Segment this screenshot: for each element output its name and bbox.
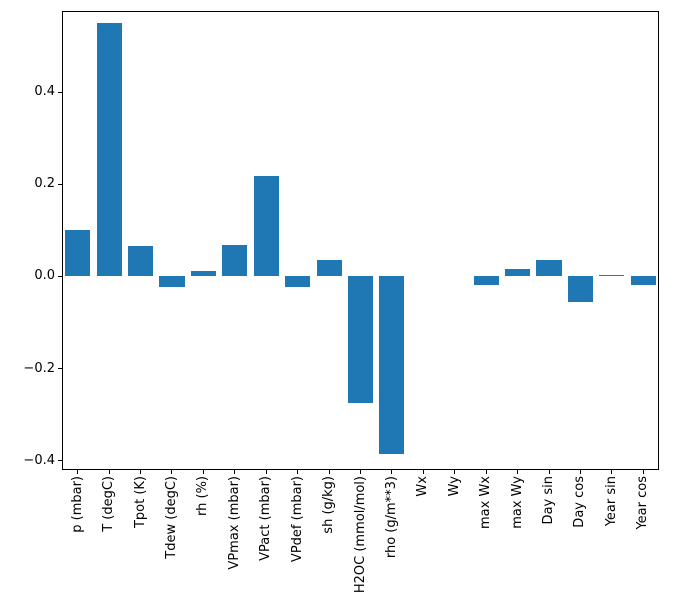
- x-axis-tick-mark: [360, 470, 361, 474]
- x-axis-tick-mark: [297, 470, 299, 474]
- x-axis-tick-mark: [108, 470, 110, 474]
- x-axis-tick-label: rho (g/m**3): [383, 476, 399, 559]
- y-axis-tick-label: −0.4: [23, 452, 55, 468]
- y-axis-tick-mark: [58, 275, 62, 277]
- bar-day-cos: [567, 276, 593, 302]
- y-axis-tick-mark: [58, 91, 62, 93]
- x-axis-tick-label: Wx: [415, 476, 431, 497]
- bar-vpdef-mbar-: [285, 276, 311, 287]
- y-axis-tick-mark: [58, 460, 62, 462]
- x-axis-tick-label: Wy: [446, 476, 462, 497]
- bar-year-sin: [599, 274, 625, 277]
- x-axis-tick-label: VPmax (mbar): [226, 476, 242, 570]
- x-axis-tick-mark: [485, 470, 487, 474]
- bar-vpmax-mbar-: [222, 245, 248, 277]
- bar-vpact-mbar-: [253, 175, 279, 277]
- x-axis-tick-mark: [517, 470, 519, 474]
- x-axis-tick-mark: [611, 470, 613, 474]
- x-axis-tick-mark: [454, 470, 456, 474]
- x-axis-tick-label: H2OC (mmol/mol): [352, 476, 368, 594]
- x-axis-tick-mark: [77, 470, 79, 474]
- x-axis-tick-label: sh (g/kg): [321, 476, 337, 534]
- x-axis-tick-mark: [171, 470, 173, 474]
- bar-year-cos: [630, 276, 656, 285]
- bar-sh-g-kg-: [316, 260, 342, 277]
- x-axis-tick-mark: [234, 470, 236, 474]
- y-axis-tick-mark: [58, 368, 62, 370]
- x-axis-tick-label: Tpot (K): [132, 476, 148, 529]
- bar-rh-: [190, 270, 216, 277]
- bar-max-wx: [473, 276, 499, 285]
- x-axis-tick-label: Year cos: [635, 476, 651, 530]
- y-axis-tick-mark: [58, 183, 62, 185]
- bar-t-degc-: [96, 22, 122, 277]
- x-axis-tick-mark: [140, 470, 142, 474]
- x-axis-tick-label: Year sin: [603, 476, 619, 527]
- bar-tdew-degc-: [159, 276, 185, 287]
- x-axis-tick-mark: [202, 470, 204, 474]
- y-axis-tick-label: 0.4: [34, 84, 55, 100]
- x-axis-tick-mark: [391, 470, 393, 474]
- y-axis-tick-label: 0.0: [34, 268, 55, 284]
- bar-max-wy: [505, 269, 531, 277]
- y-axis-tick-label: 0.2: [34, 176, 55, 192]
- bar-day-sin: [536, 260, 562, 277]
- bar-rho-g-m-3-: [379, 276, 405, 454]
- bar-tpot-k-: [127, 246, 154, 277]
- x-axis-tick-label: T (degC): [101, 476, 117, 532]
- x-axis-tick-label: p (mbar): [69, 476, 85, 533]
- x-axis-tick-mark: [265, 470, 267, 474]
- x-axis-tick-label: rh (%): [195, 476, 211, 516]
- x-axis-tick-mark: [642, 470, 644, 474]
- x-axis-tick-label: Day cos: [572, 476, 588, 528]
- y-axis-tick-label: −0.2: [23, 360, 55, 376]
- x-axis-tick-label: VPdef (mbar): [289, 476, 305, 563]
- bar-h2oc-mmol-mol-: [347, 276, 374, 404]
- x-axis-tick-label: Tdew (degC): [163, 476, 179, 559]
- x-axis-tick-mark: [579, 470, 581, 474]
- x-axis-tick-mark: [548, 470, 550, 474]
- x-axis-tick-mark: [328, 470, 330, 474]
- x-axis-tick-label: VPact (mbar): [258, 476, 274, 561]
- x-axis-tick-label: Day sin: [541, 476, 557, 525]
- x-axis-tick-label: max Wx: [478, 476, 494, 530]
- bar-p-mbar-: [65, 230, 91, 277]
- x-axis-tick-label: max Wy: [509, 476, 525, 529]
- x-axis-tick-mark: [422, 470, 424, 474]
